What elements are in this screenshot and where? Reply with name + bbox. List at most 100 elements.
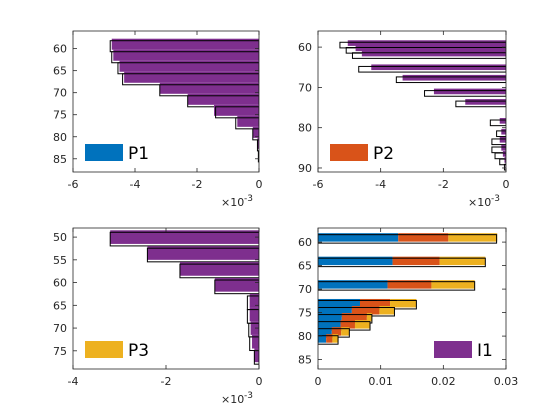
legend-swatch xyxy=(85,341,123,358)
bar xyxy=(252,334,259,349)
bar-segment xyxy=(351,306,380,315)
x-tick-label: 0 xyxy=(256,375,263,388)
subplot-2: -6 -4 -2 0 60 70 80 90 ×10 -3 P2 xyxy=(298,30,510,209)
x-tick-label: -4 xyxy=(130,178,141,191)
legend-label: P3 xyxy=(128,341,149,361)
bar-segment xyxy=(390,298,417,308)
y-tick-label: 90 xyxy=(298,162,312,175)
bar xyxy=(214,104,259,116)
y-tick-label: 70 xyxy=(298,81,312,94)
bar xyxy=(504,157,506,163)
y-tick-label: 75 xyxy=(53,345,67,358)
legend-label: P2 xyxy=(373,144,394,164)
y-tick-label: 60 xyxy=(53,43,67,56)
x-tick-label: 0.02 xyxy=(431,375,456,388)
bar-outline xyxy=(318,281,476,291)
bar-outline xyxy=(358,65,506,73)
legend-label: I1 xyxy=(477,341,493,361)
bar xyxy=(250,321,259,335)
axes-background xyxy=(318,228,506,369)
bar xyxy=(110,230,259,244)
bar-segment xyxy=(431,280,475,289)
bar xyxy=(147,246,259,260)
axes-box xyxy=(72,30,260,173)
bar xyxy=(347,40,506,46)
bar-outline xyxy=(318,257,486,268)
x-exponent-label: ×10 xyxy=(221,196,244,209)
bar xyxy=(402,74,506,81)
bar-segment xyxy=(439,256,486,266)
y-tick-label: 80 xyxy=(298,122,312,135)
x-tick-label: 0.03 xyxy=(494,375,519,388)
y-tick-label: 75 xyxy=(53,109,67,122)
y-tick-label: 55 xyxy=(53,254,67,267)
bar xyxy=(214,278,259,292)
y-tick-label: 80 xyxy=(53,131,67,144)
bar xyxy=(254,348,259,363)
x-tick-label: 0 xyxy=(256,178,263,191)
x-exponent-label: ×10 xyxy=(221,393,244,406)
bar xyxy=(371,64,506,71)
bar-outline xyxy=(351,52,506,59)
bar xyxy=(111,38,259,50)
bar xyxy=(361,50,506,57)
bar-outline xyxy=(179,263,259,279)
bar xyxy=(501,128,506,135)
bar xyxy=(249,293,259,308)
x-exponent-label: ×10 xyxy=(468,196,491,209)
bar-outline xyxy=(252,128,259,141)
bar xyxy=(159,82,259,94)
bar xyxy=(249,307,259,322)
y-tick-label: 75 xyxy=(298,307,312,320)
bar-segment xyxy=(318,298,360,308)
y-tick-label: 70 xyxy=(53,87,67,100)
legend-swatch xyxy=(330,144,368,161)
x-tick-label: -2 xyxy=(192,178,203,191)
bar-segment xyxy=(326,334,333,343)
legend-label: P1 xyxy=(128,144,149,164)
bar-segment xyxy=(398,233,449,242)
bar-segment xyxy=(366,313,372,322)
bar xyxy=(499,118,506,124)
bar-segment xyxy=(448,233,498,242)
bar-segment xyxy=(331,327,342,336)
y-tick-label: 65 xyxy=(53,299,67,312)
bar-segment xyxy=(318,306,352,315)
bar-outline xyxy=(109,231,259,247)
bar-segment xyxy=(318,233,399,242)
legend-swatch xyxy=(434,341,472,358)
subplot-3: -4 -2 0 50 55 60 65 70 75 ×10 -3 P3 xyxy=(53,227,263,406)
y-tick-label: 85 xyxy=(298,354,312,367)
bar-segment xyxy=(354,320,371,329)
bar-outline xyxy=(499,158,506,166)
x-exponent-value: -3 xyxy=(244,194,253,204)
subplot-4: 0 0.01 0.02 0.03 60 65 70 75 80 85 I1 xyxy=(298,227,519,388)
axes-box xyxy=(317,227,507,370)
y-tick-label: 85 xyxy=(53,153,67,166)
bar-outline xyxy=(455,100,506,108)
bar xyxy=(252,126,259,138)
bar-segment xyxy=(341,327,350,336)
bar-segment xyxy=(318,313,342,322)
bar xyxy=(355,45,506,52)
bar-outline xyxy=(318,335,339,345)
x-tick-label: 0 xyxy=(315,375,322,388)
y-tick-label: 70 xyxy=(298,283,312,296)
y-tick-label: 60 xyxy=(298,41,312,54)
bar-outline xyxy=(489,119,506,127)
bar-outline xyxy=(395,76,506,84)
x-exponent-value: -3 xyxy=(491,194,500,204)
bar-segment xyxy=(318,256,393,266)
y-tick-label: 65 xyxy=(53,65,67,78)
x-exponent-value: -3 xyxy=(244,391,253,401)
x-tick-label: -4 xyxy=(68,375,79,388)
x-tick-label: -4 xyxy=(375,178,386,191)
x-tick-label: 0 xyxy=(503,178,510,191)
plot-area xyxy=(318,228,506,369)
bar-segment xyxy=(332,334,339,343)
bar xyxy=(433,88,506,95)
x-tick-label: -6 xyxy=(68,178,79,191)
bar-outline xyxy=(235,117,259,130)
y-tick-label: 70 xyxy=(53,322,67,335)
